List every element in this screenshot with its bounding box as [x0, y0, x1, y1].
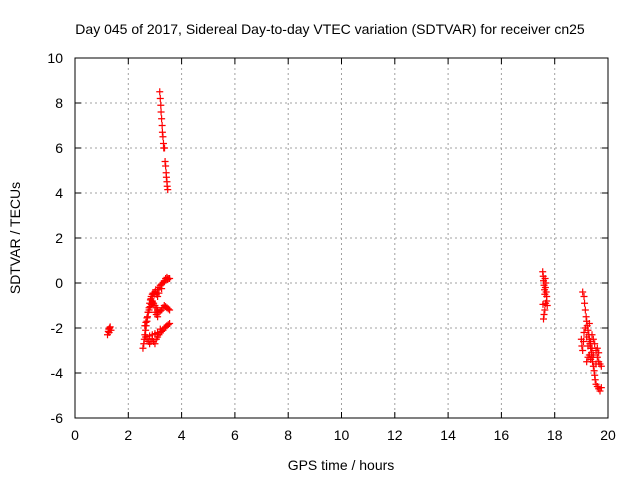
- data-point: [141, 322, 149, 330]
- y-axis-label: SDTVAR / TECUs: [7, 182, 23, 294]
- y-tick-label: 8: [55, 95, 63, 111]
- data-point: [542, 279, 550, 287]
- data-point: [579, 288, 587, 296]
- data-point: [164, 186, 172, 194]
- data-point: [579, 347, 587, 354]
- x-tick-label: 0: [71, 427, 79, 443]
- x-tick-label: 20: [600, 427, 616, 443]
- y-tick-label: 2: [55, 230, 63, 246]
- data-point: [587, 338, 595, 345]
- y-tick-label: 10: [47, 50, 63, 66]
- data-point: [156, 95, 164, 102]
- y-tick-label: 0: [55, 275, 63, 291]
- data-points: [104, 88, 605, 395]
- data-point: [597, 384, 605, 392]
- data-point: [157, 101, 165, 109]
- x-axis-label: GPS time / hours: [288, 457, 395, 473]
- data-point: [139, 344, 147, 352]
- x-tick-label: 8: [284, 427, 292, 443]
- grid: [75, 58, 608, 418]
- data-point: [105, 329, 113, 336]
- data-point: [591, 340, 599, 348]
- data-point: [584, 342, 592, 350]
- data-point: [581, 299, 589, 307]
- data-point: [593, 344, 601, 352]
- x-tick-label: 10: [334, 427, 350, 443]
- data-point: [592, 360, 600, 368]
- axis-ticks: 0 2 4 6 8 10 12 14 16 18 20 -6 -4 -2 0 2 4 6 8 10: [47, 50, 616, 443]
- data-point: [585, 320, 593, 327]
- data-point: [158, 285, 166, 293]
- data-point: [539, 300, 547, 308]
- data-point: [597, 362, 605, 370]
- data-point: [158, 122, 166, 129]
- x-tick-label: 18: [547, 427, 563, 443]
- data-point: [145, 306, 153, 314]
- data-point: [164, 276, 172, 284]
- data-point: [541, 275, 549, 282]
- y-tick-label: 6: [55, 140, 63, 156]
- x-tick-label: 16: [494, 427, 510, 443]
- data-point: [142, 318, 150, 326]
- data-point: [581, 324, 589, 332]
- data-point: [166, 320, 174, 327]
- data-point: [580, 293, 588, 300]
- data-point: [589, 351, 597, 359]
- data-point: [591, 376, 599, 384]
- data-point: [162, 162, 170, 170]
- data-point: [166, 306, 174, 314]
- data-point: [540, 315, 548, 323]
- data-point: [161, 144, 169, 152]
- data-point: [581, 306, 589, 314]
- data-point: [583, 333, 591, 341]
- x-tick-label: 12: [387, 427, 403, 443]
- data-point: [595, 349, 603, 357]
- data-point: [584, 353, 592, 361]
- y-tick-label: -6: [51, 410, 64, 426]
- x-tick-label: 4: [178, 427, 186, 443]
- data-point: [155, 289, 163, 297]
- data-point: [156, 325, 164, 333]
- data-point: [578, 342, 586, 350]
- data-point: [164, 321, 172, 329]
- data-point: [588, 331, 596, 339]
- data-point: [541, 306, 549, 314]
- data-point: [156, 88, 164, 96]
- data-point: [154, 313, 162, 321]
- data-point: [543, 293, 551, 300]
- y-tick-label: 4: [55, 185, 63, 201]
- data-point: [157, 108, 165, 116]
- data-point: [593, 353, 601, 361]
- data-point: [106, 323, 114, 331]
- data-point: [164, 305, 172, 313]
- y-tick-label: -2: [51, 320, 64, 336]
- data-point: [580, 329, 588, 336]
- data-point: [151, 340, 159, 348]
- data-point: [596, 387, 604, 395]
- data-point: [579, 338, 587, 345]
- data-point: [158, 115, 166, 123]
- data-point: [159, 133, 167, 141]
- x-tick-label: 2: [124, 427, 132, 443]
- data-point: [154, 293, 162, 300]
- data-point: [583, 358, 591, 366]
- x-tick-label: 14: [440, 427, 456, 443]
- data-point: [143, 314, 151, 322]
- y-tick-label: -4: [51, 365, 64, 381]
- chart-title: Day 045 of 2017, Sidereal Day-to-day VTE…: [75, 21, 585, 37]
- x-tick-label: 6: [231, 427, 239, 443]
